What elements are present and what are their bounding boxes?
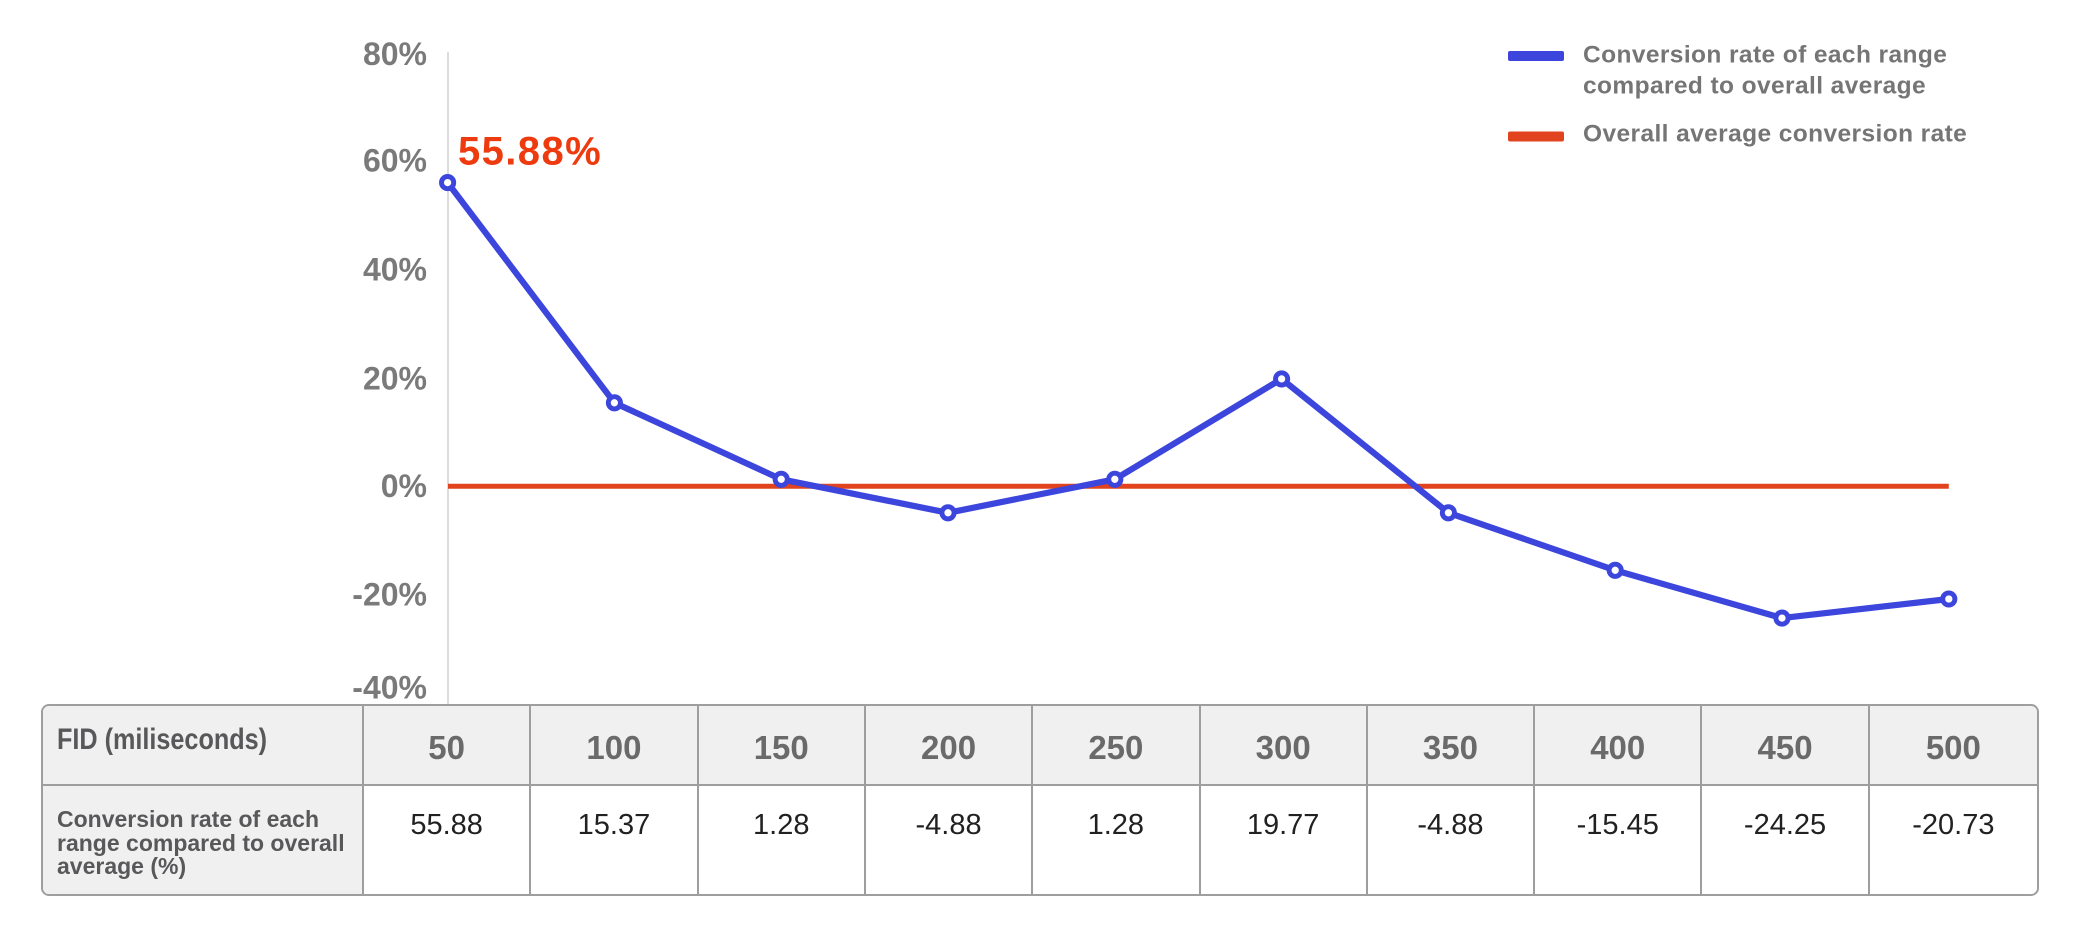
svg-text:20%: 20% xyxy=(363,361,427,397)
svg-text:55.88%: 55.88% xyxy=(458,130,602,174)
svg-text:Overall average conversion rat: Overall average conversion rate xyxy=(1583,121,1967,148)
svg-text:60%: 60% xyxy=(363,143,427,179)
svg-text:0%: 0% xyxy=(381,468,427,504)
svg-text:40%: 40% xyxy=(363,252,427,288)
svg-text:-20%: -20% xyxy=(352,577,427,613)
svg-text:80%: 80% xyxy=(363,36,427,72)
svg-text:Conversion rate of each range: Conversion rate of each range xyxy=(1583,42,1947,69)
svg-text:-40%: -40% xyxy=(352,670,427,706)
svg-text:compared to overall average: compared to overall average xyxy=(1583,73,1926,100)
